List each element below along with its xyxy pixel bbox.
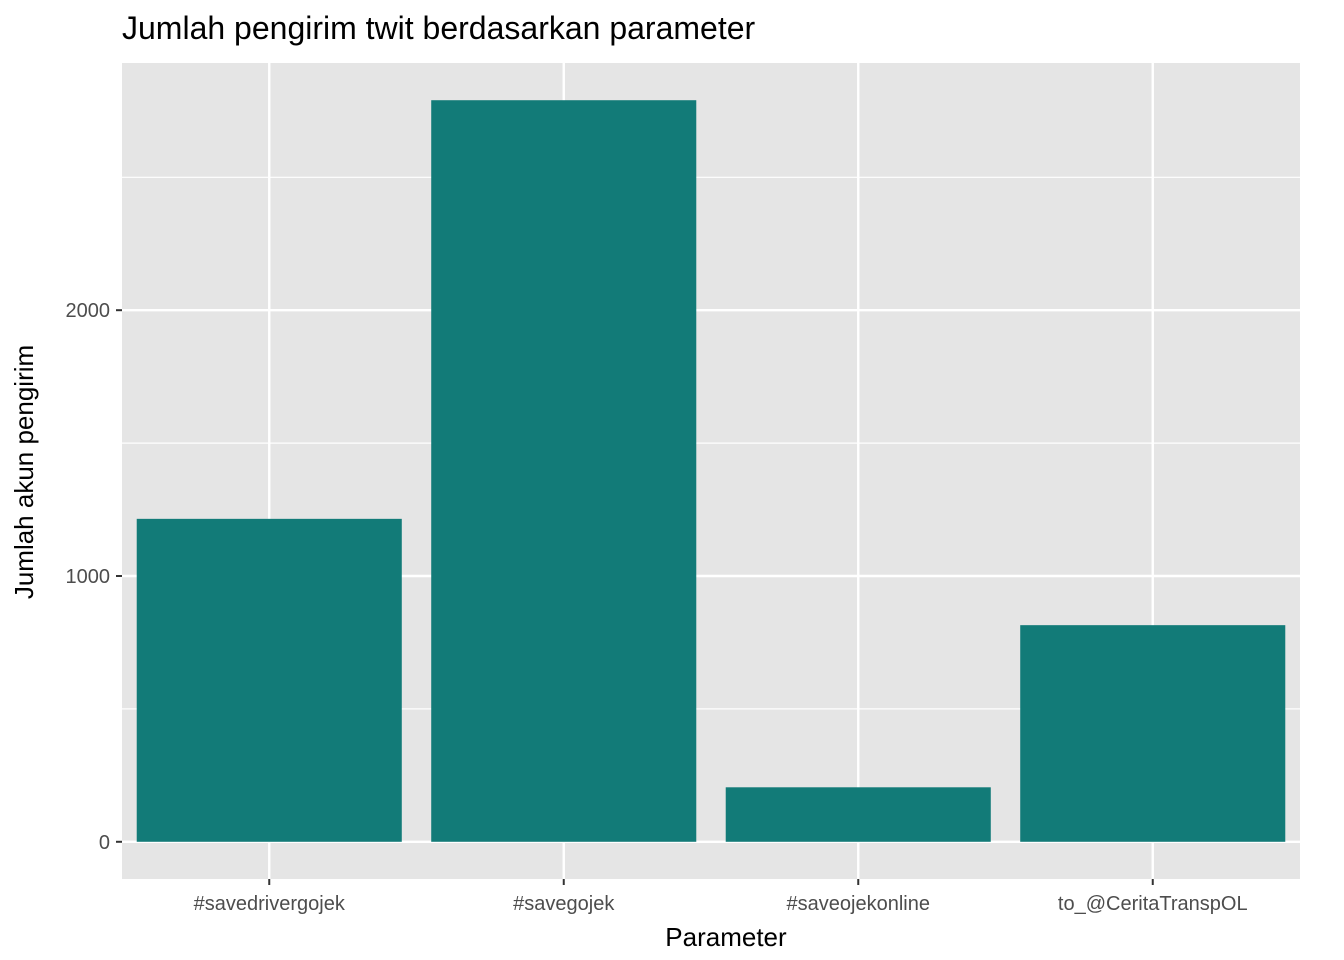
x-tick-label: #savedrivergojek xyxy=(194,893,346,915)
bars xyxy=(136,100,1286,842)
bar-3 xyxy=(725,787,991,842)
x-tick-label: to_@CeritaTranspOL xyxy=(1058,893,1248,915)
x-tick-label: #savegojek xyxy=(513,893,615,915)
y-axis: 0 1000 2000 xyxy=(66,300,122,854)
x-axis-title: Parameter xyxy=(665,922,787,952)
y-axis-title: Jumlah akun pengirim xyxy=(9,345,39,599)
bar-1 xyxy=(136,518,402,842)
y-tick-label: 0 xyxy=(99,832,110,854)
y-tick-label: 1000 xyxy=(66,566,111,588)
x-axis: #savedrivergojek #savegojek #saveojekonlin… xyxy=(194,879,1248,915)
y-tick-label: 2000 xyxy=(66,300,111,322)
chart-title: Jumlah pengirim twit berdasarkan paramet… xyxy=(122,10,756,46)
bar-4 xyxy=(1020,625,1286,842)
bar-2 xyxy=(431,100,697,842)
x-tick-label: #saveojekonline xyxy=(787,893,930,915)
